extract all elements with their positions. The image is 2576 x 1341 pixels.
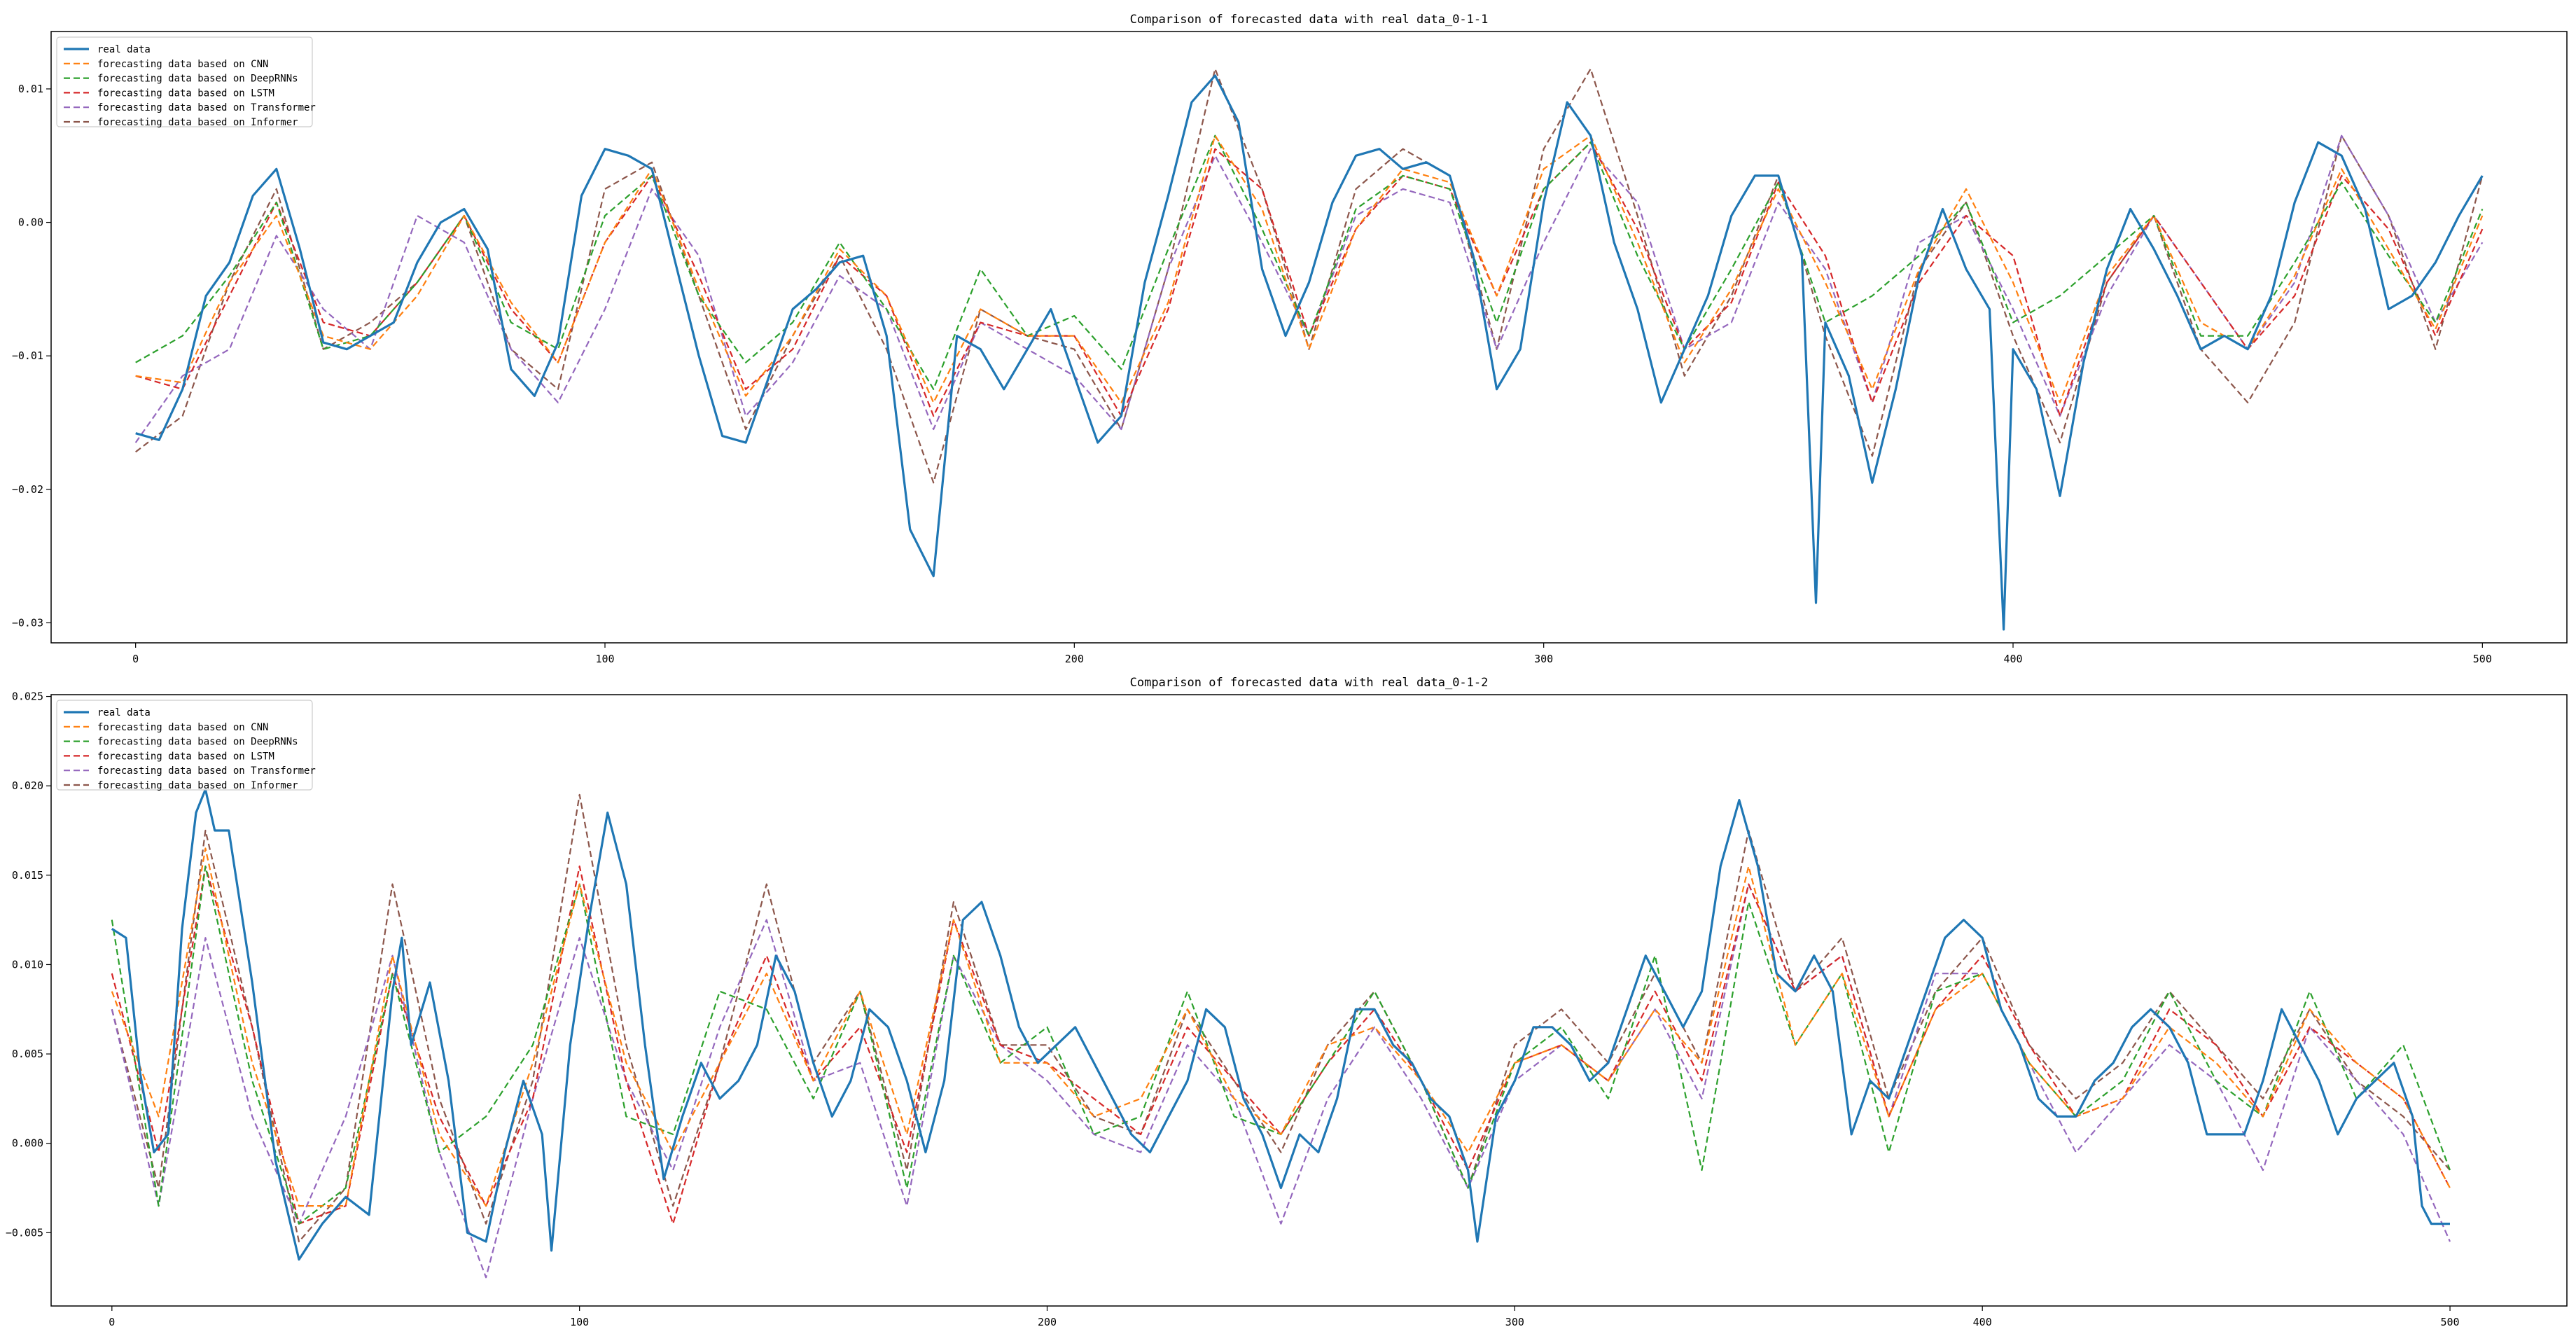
- legend-label: forecasting data based on DeepRNNs: [97, 74, 298, 85]
- y-tick-label: 0.010: [12, 958, 43, 971]
- x-tick-label: 200: [1038, 1316, 1057, 1328]
- legend-label: forecasting data based on Informer: [97, 117, 298, 128]
- chart-panel-1: Comparison of forecasted data with real …: [12, 13, 2568, 665]
- series-line-forecasting-data-based-on-cnn: [135, 134, 2484, 404]
- chart-title: Comparison of forecasted data with real …: [1130, 676, 1489, 690]
- y-tick-label: 0.00: [18, 216, 43, 229]
- y-tick-label: 0.01: [18, 83, 43, 95]
- legend-label: real data: [97, 707, 151, 718]
- legend: real data forecasting data based on CNN fo…: [56, 36, 316, 128]
- legend-label: forecasting data based on Informer: [97, 780, 298, 791]
- y-tick-label: −0.02: [12, 483, 43, 496]
- series-layer: [134, 68, 2484, 631]
- series-line-forecasting-data-based-on-transformer: [111, 883, 2451, 1279]
- series-line-forecasting-data-based-on-informer: [111, 793, 2451, 1243]
- series-line-real-data: [111, 788, 2450, 1261]
- y-tick-label: 0.020: [12, 779, 43, 792]
- legend-label: forecasting data based on LSTM: [97, 88, 274, 99]
- y-tick-label: −0.03: [12, 616, 43, 629]
- x-tick-label: 400: [2003, 653, 2022, 665]
- legend: real data forecasting data based on CNN fo…: [56, 700, 316, 791]
- legend-label: real data: [97, 44, 151, 55]
- x-tick-label: 500: [2440, 1316, 2459, 1328]
- x-tick-label: 500: [2473, 653, 2492, 665]
- legend-label: forecasting data based on DeepRNNs: [97, 737, 298, 748]
- y-tick-label: 0.000: [12, 1137, 43, 1150]
- y-tick-label: 0.005: [12, 1048, 43, 1060]
- chart-title: Comparison of forecasted data with real …: [1130, 13, 1489, 27]
- chart-panel-2: Comparison of forecasted data with real …: [6, 676, 2568, 1328]
- y-tick-label: −0.01: [12, 349, 43, 362]
- y-tick-label: −0.005: [6, 1226, 43, 1239]
- series-line-forecasting-data-based-on-deeprnns: [135, 134, 2484, 390]
- axes-frame: [50, 31, 2568, 644]
- x-tick-label: 100: [595, 653, 614, 665]
- x-tick-label: 0: [109, 1316, 115, 1328]
- x-tick-label: 100: [570, 1316, 589, 1328]
- x-tick-label: 200: [1065, 653, 1084, 665]
- y-tick-label: 0.015: [12, 869, 43, 882]
- legend-label: forecasting data based on Transformer: [97, 765, 316, 777]
- x-tick-label: 0: [132, 653, 139, 665]
- x-tick-label: 300: [1505, 1316, 1524, 1328]
- series-line-forecasting-data-based-on-cnn: [111, 847, 2451, 1207]
- x-tick-label: 300: [1534, 653, 1553, 665]
- series-layer: [111, 788, 2451, 1279]
- series-line-real-data: [135, 74, 2484, 631]
- legend-label: forecasting data based on Transformer: [97, 102, 316, 113]
- axes-frame: [50, 694, 2568, 1307]
- legend-box: [56, 36, 313, 127]
- legend-box: [56, 700, 313, 791]
- legend-label: forecasting data based on CNN: [97, 722, 268, 733]
- legend-label: forecasting data based on CNN: [97, 59, 268, 70]
- legend-label: forecasting data based on LSTM: [97, 751, 274, 762]
- x-tick-label: 400: [1973, 1316, 1992, 1328]
- series-line-forecasting-data-based-on-informer: [135, 68, 2484, 484]
- y-tick-label: 0.025: [12, 690, 43, 703]
